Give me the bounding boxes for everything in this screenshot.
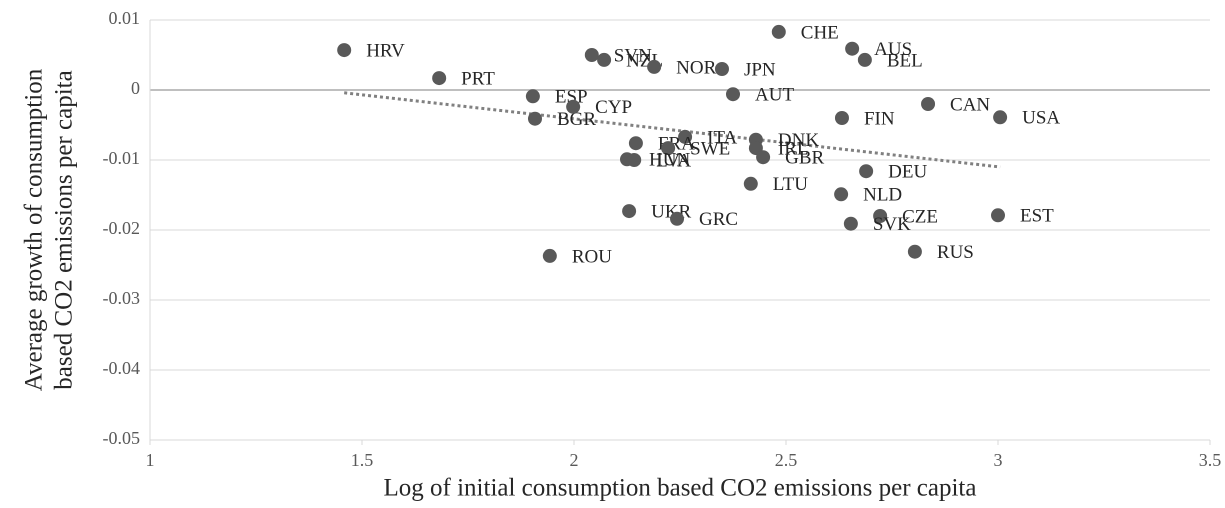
point-label: AUT xyxy=(755,85,794,106)
point-label: GBR xyxy=(785,148,824,169)
point-label: CZE xyxy=(902,206,938,227)
point xyxy=(726,87,740,102)
point-label: FIN xyxy=(864,108,895,129)
point-label: SVN xyxy=(614,45,652,66)
point-label: BGR xyxy=(557,109,596,130)
point xyxy=(834,187,849,202)
y-tick-label: -0.05 xyxy=(103,428,141,448)
point xyxy=(843,216,858,231)
point-label: IRL xyxy=(778,138,809,159)
point xyxy=(622,204,637,219)
y-axis-title: based CO2 emissions per capita xyxy=(51,70,78,389)
point-label: SWE xyxy=(690,138,730,159)
point-label: NLD xyxy=(863,185,902,206)
point-label: NOR xyxy=(676,57,716,78)
point-label: SVK xyxy=(873,214,911,235)
point-label: USA xyxy=(1022,108,1060,129)
y-axis-title: Average growth of consumption xyxy=(21,68,48,391)
x-tick-label: 2 xyxy=(570,450,579,470)
point xyxy=(584,48,599,62)
point-label: DNK xyxy=(778,130,819,151)
point xyxy=(991,208,1005,223)
point-label: ESP xyxy=(555,87,588,108)
y-tick-label: -0.04 xyxy=(103,358,141,378)
point xyxy=(993,110,1008,125)
point-label: AUS xyxy=(874,39,912,60)
point xyxy=(566,99,581,114)
point-label: DEU xyxy=(888,162,927,183)
point xyxy=(771,24,786,39)
trendline xyxy=(344,91,1001,169)
point-label: BEL xyxy=(887,50,923,71)
y-tick-label: -0.01 xyxy=(103,148,141,168)
point xyxy=(627,153,642,167)
point-label: ROU xyxy=(572,246,612,267)
y-tick-label: -0.02 xyxy=(103,218,141,238)
point-label: HUN xyxy=(649,150,690,171)
x-tick-label: 3 xyxy=(994,450,1003,470)
point xyxy=(661,141,676,156)
point-label: HRV xyxy=(366,40,405,61)
point-label: CYP xyxy=(595,97,632,118)
point-label: CHE xyxy=(801,22,839,43)
x-tick-label: 1 xyxy=(146,450,155,470)
point xyxy=(859,164,874,179)
point-label: GRC xyxy=(699,209,738,230)
point-label: ITA xyxy=(707,127,737,148)
point-label: LVA xyxy=(656,150,691,171)
point xyxy=(337,43,352,58)
point xyxy=(873,209,888,223)
point xyxy=(525,89,540,104)
point-label: PRT xyxy=(461,68,495,89)
point xyxy=(857,52,872,67)
point xyxy=(542,248,557,263)
point xyxy=(743,176,758,191)
point xyxy=(834,111,849,125)
point xyxy=(845,41,860,56)
point xyxy=(907,244,922,259)
point xyxy=(670,211,685,226)
x-tick-label: 2.5 xyxy=(775,450,798,470)
x-tick-label: 3.5 xyxy=(1199,450,1222,470)
point-label: CAN xyxy=(950,94,990,115)
point-label: RUS xyxy=(937,242,974,263)
point xyxy=(756,150,771,165)
point-label: LTU xyxy=(773,174,808,195)
point-label: JPN xyxy=(744,59,776,80)
point-label: EST xyxy=(1020,206,1054,227)
point xyxy=(628,136,643,151)
y-tick-label: -0.03 xyxy=(103,288,141,308)
y-tick-label: 0 xyxy=(131,78,140,98)
point xyxy=(714,62,729,76)
point xyxy=(678,129,693,144)
point xyxy=(921,97,936,111)
point xyxy=(597,52,612,67)
x-axis-title: Log of initial consumption based CO2 emi… xyxy=(384,475,977,502)
point xyxy=(527,111,542,126)
point xyxy=(432,71,447,86)
x-tick-label: 1.5 xyxy=(351,450,374,470)
point xyxy=(647,59,662,74)
y-tick-label: 0.01 xyxy=(109,8,141,28)
